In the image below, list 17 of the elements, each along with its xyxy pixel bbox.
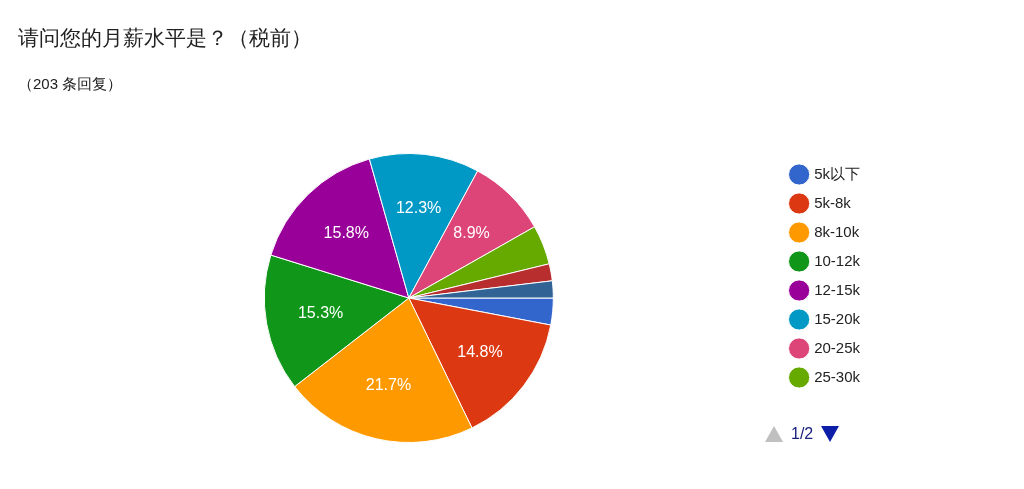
legend-label: 20-25k [814, 338, 861, 356]
data-label: 14.8% [457, 342, 503, 360]
data-label: 15.8% [323, 224, 369, 242]
data-label: 15.3% [297, 304, 344, 322]
legend-label: 15-20k [814, 309, 861, 327]
data-label: 8.9% [453, 224, 490, 242]
legend-label: 8k-10k [814, 222, 860, 240]
legend-label: 10-12k [814, 251, 861, 269]
legend-label: 25-30k [814, 367, 861, 385]
legend-label: 5k-8k [814, 193, 852, 211]
legend-label: 5k以下 [814, 164, 860, 182]
text: 1/2 [791, 425, 814, 443]
chart-title: 请问您的月薪水平是？（税前） [18, 25, 312, 51]
text: （203 条回复） [18, 75, 123, 94]
legend-label: 12-15k [814, 280, 861, 298]
data-label: 21.7% [365, 375, 412, 393]
data-label: 12.3% [395, 199, 442, 217]
